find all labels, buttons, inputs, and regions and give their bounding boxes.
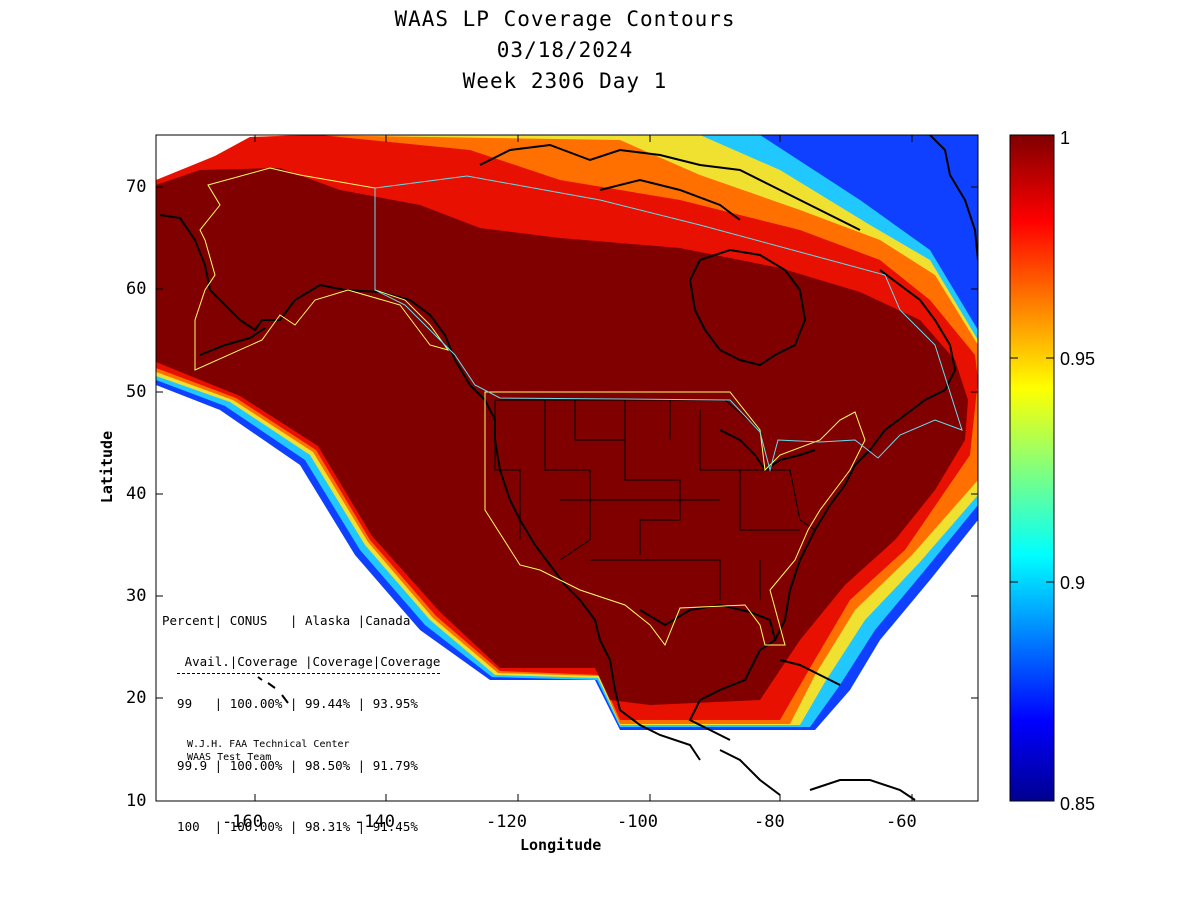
x-tick-label: -160	[222, 812, 263, 832]
y-tick-label: 60	[126, 279, 147, 299]
coverage-contour-full	[156, 168, 968, 705]
y-tick-label: 30	[126, 586, 147, 606]
colorbar-label: 0.9	[1060, 573, 1086, 593]
x-tick-label: -100	[617, 812, 658, 832]
chart-title-line-1: WAAS LP Coverage Contours	[394, 7, 736, 31]
x-axis-title: Longitude	[520, 836, 602, 854]
x-tick-label: -120	[486, 812, 527, 832]
hawaii-coast	[257, 676, 289, 704]
map-plot-area	[156, 135, 978, 801]
credits-line-1: W.J.H. FAA Technical Center	[187, 739, 350, 750]
y-tick-marks	[156, 186, 978, 699]
y-tick-label: 50	[126, 382, 147, 402]
colorbar-label-min: 0.85	[1060, 794, 1096, 814]
y-tick-label: 20	[126, 688, 147, 708]
plot-frame	[155, 134, 979, 802]
credits-block: W.J.H. FAA Technical Center WAAS Test Te…	[187, 738, 350, 764]
alaska-coastline	[159, 214, 456, 361]
y-axis-title: Latitude	[98, 430, 116, 504]
conus-region-boundary	[484, 391, 866, 647]
x-tick-label: -140	[354, 812, 395, 832]
x-tick-marks	[254, 135, 913, 801]
hudson-bay-coast	[688, 248, 807, 367]
stats-row: 99.9 | 100.00% | 98.50% | 91.79%	[162, 757, 418, 773]
colorbar-label: 0.95	[1060, 349, 1096, 369]
alaska-peninsula-coast	[199, 327, 266, 356]
arctic-islands-coast-2	[599, 178, 741, 221]
stats-row: 99 | 100.00% | 99.44% | 93.95%	[162, 696, 418, 711]
greenland-coast	[929, 135, 978, 261]
coastline-layer	[159, 135, 978, 801]
x-tick-label: -80	[754, 812, 785, 832]
east-coastline	[774, 269, 957, 641]
y-tick-label: 40	[126, 484, 147, 504]
stats-header-row-2: Avail.|Coverage |Coverage|Coverage	[177, 652, 441, 674]
stats-header-row-1: Percent| CONUS | Alaska |Canada	[162, 613, 411, 628]
cuba-coast	[779, 659, 841, 686]
colorbar-label-max: 1	[1060, 128, 1071, 148]
canada-region-boundary	[374, 175, 963, 472]
central-america-coast	[719, 749, 781, 796]
colorbar	[1009, 134, 1055, 802]
coverage-stats-table: Percent| CONUS | Alaska |Canada Avail.|C…	[162, 570, 441, 858]
chart-title-line-2: 03/18/2024	[496, 38, 634, 62]
chart-title-line-3: Week 2306 Day 1	[462, 69, 668, 93]
colorbar-ticks	[1010, 357, 1054, 583]
south-america-coast	[809, 779, 916, 801]
arctic-islands-coast	[479, 143, 861, 231]
credits-line-2: WAAS Test Team	[187, 752, 272, 763]
y-tick-label: 10	[126, 791, 147, 811]
x-tick-label: -60	[886, 812, 917, 832]
stats-row: 100 | 100.00% | 98.31% | 91.45%	[162, 819, 418, 834]
y-tick-label: 70	[126, 177, 147, 197]
